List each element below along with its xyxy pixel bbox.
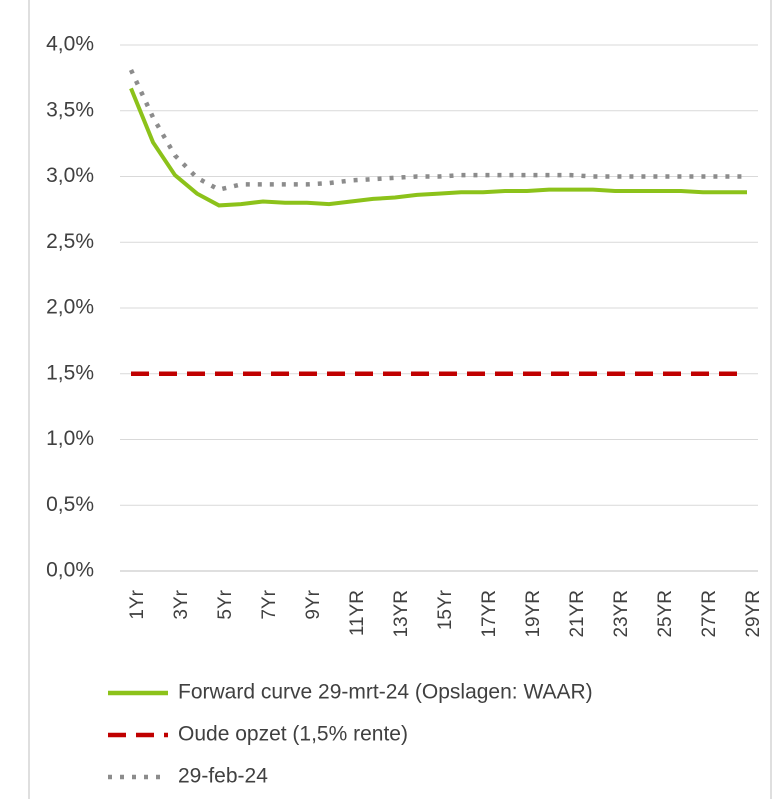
x-tick-label: 15Yr [435, 589, 456, 630]
x-tick-label: 21YR [567, 590, 588, 638]
x-tick-label: 13YR [391, 590, 412, 638]
x-tick-label: 29YR [743, 590, 764, 638]
x-tick-label: 17YR [479, 590, 500, 638]
x-tick-label: 19YR [523, 590, 544, 638]
x-tick-label: 3Yr [171, 589, 192, 619]
x-tick-label: 9Yr [303, 589, 324, 619]
x-tick-label: 27YR [699, 590, 720, 638]
series-line [129, 87, 747, 208]
series-line [128, 69, 747, 193]
legend-label: Forward curve 29-mrt-24 (Opslagen: WAAR) [178, 681, 593, 704]
y-tick-label: 3,0% [46, 164, 94, 187]
y-tick-label: 3,5% [46, 98, 94, 121]
x-tick-label: 7Yr [259, 589, 280, 619]
y-tick-label: 2,0% [46, 296, 94, 319]
x-tick-label: 25YR [655, 590, 676, 638]
y-tick-label: 2,5% [46, 230, 94, 253]
y-tick-label: 1,5% [46, 361, 94, 384]
y-tick-label: 1,0% [46, 427, 94, 450]
x-tick-label: 23YR [611, 590, 632, 638]
x-tick-label: 11YR [347, 590, 368, 636]
legend-label: Oude opzet (1,5% rente) [178, 723, 408, 746]
y-tick-label: 0,5% [46, 493, 94, 516]
x-tick-label: 1Yr [127, 589, 148, 619]
y-tick-label: 4,0% [46, 33, 94, 56]
x-tick-label: 5Yr [215, 589, 236, 619]
legend-label: 29-feb-24 [178, 765, 268, 788]
y-tick-label: 0,0% [46, 559, 94, 582]
